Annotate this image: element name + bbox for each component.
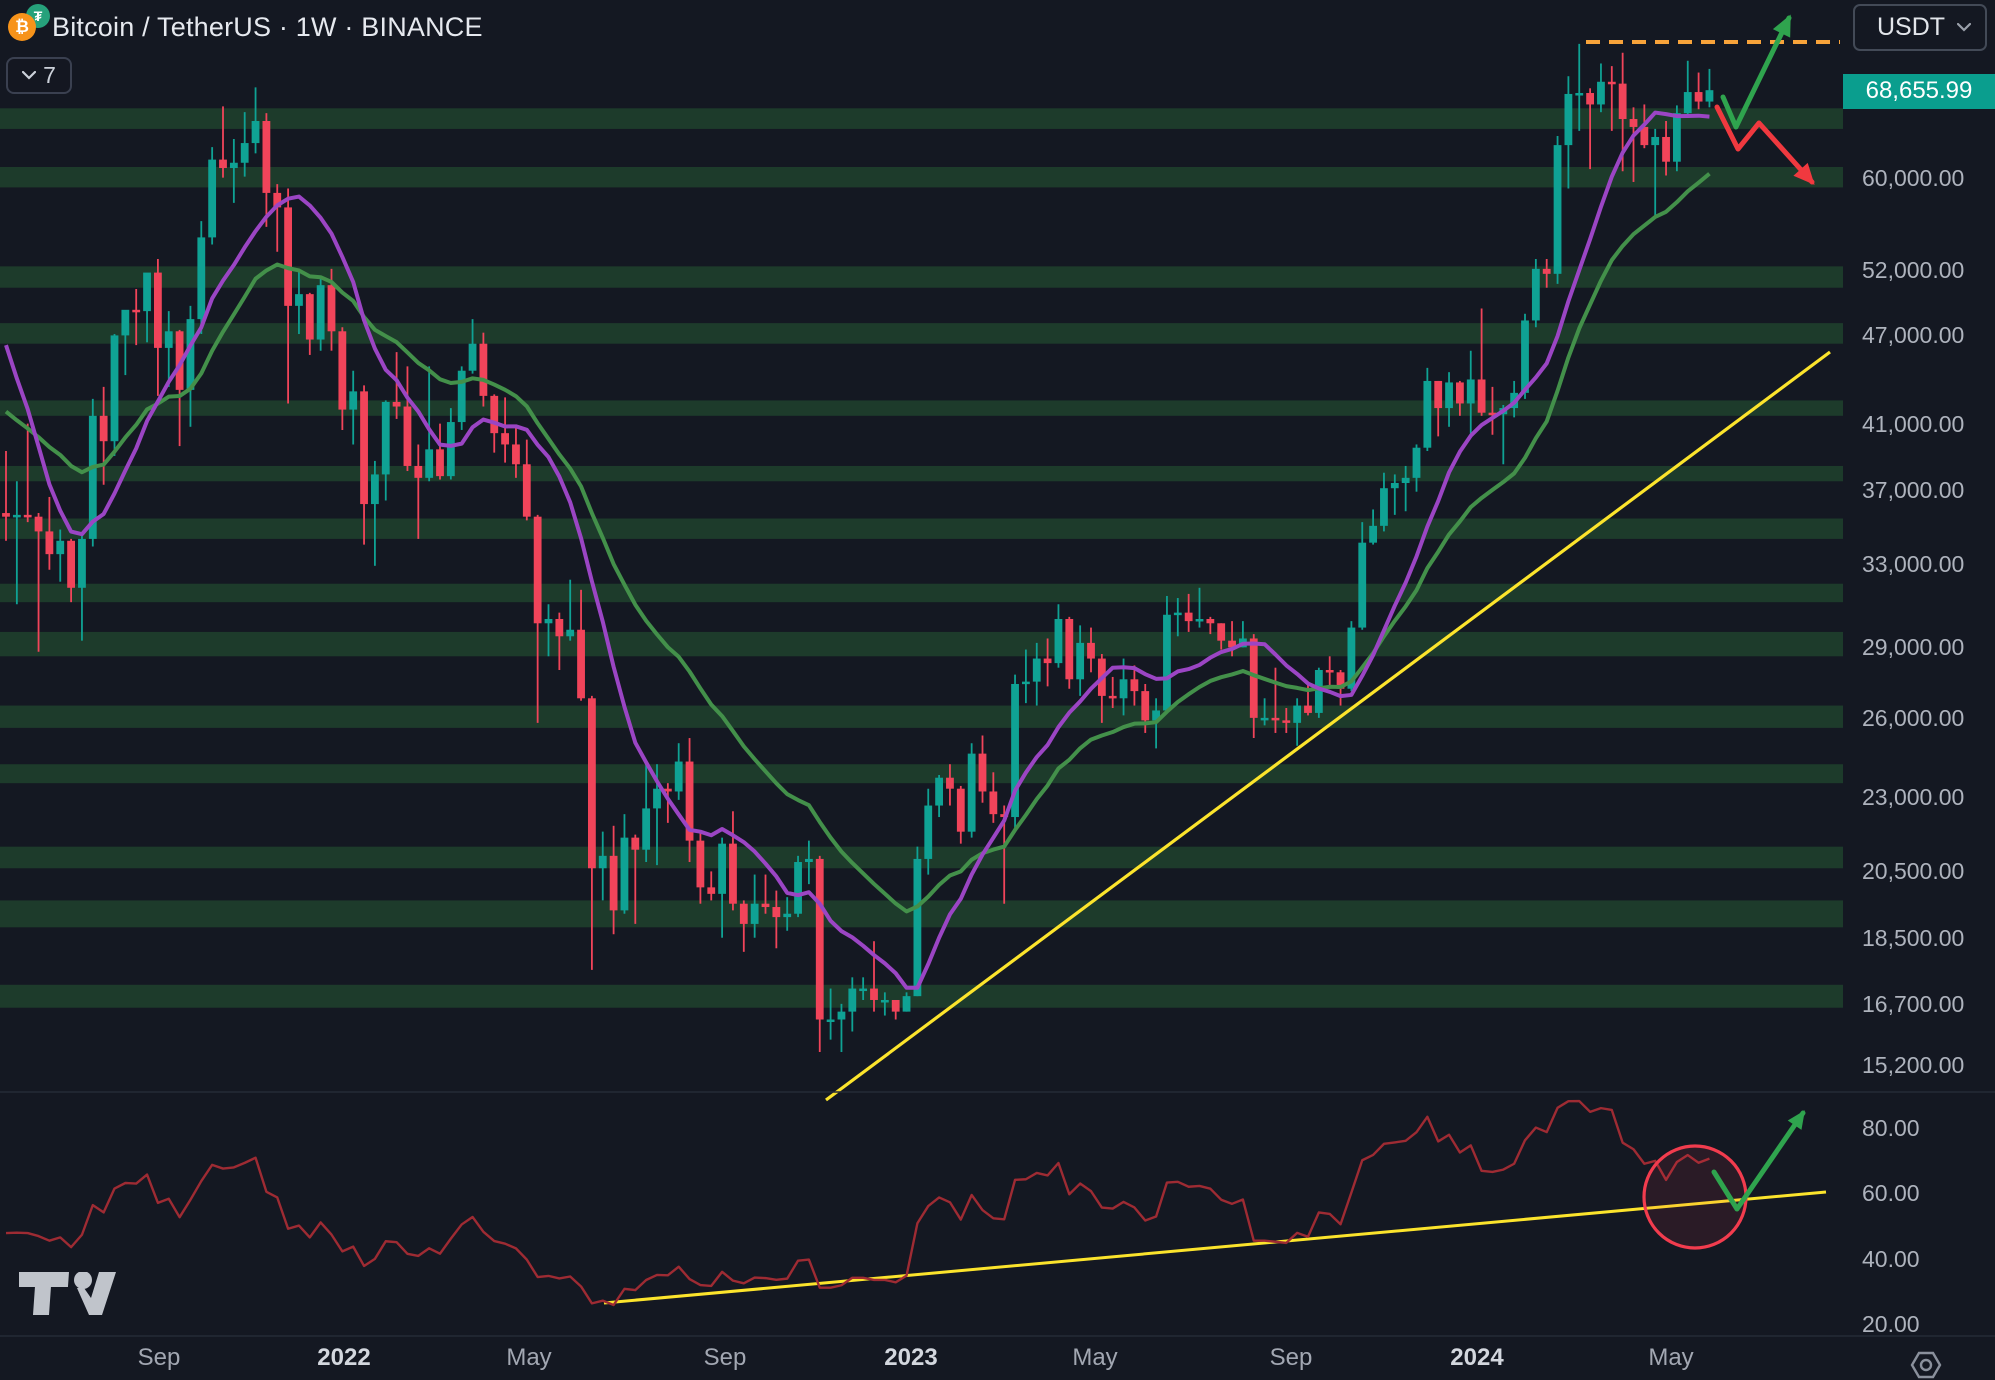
price-tick-label: 60,000.00	[1862, 164, 1965, 191]
price-tick-label: 52,000.00	[1862, 257, 1965, 284]
price-tick-label: 15,200.00	[1862, 1051, 1965, 1078]
rsi-support-trendline[interactable]	[603, 1190, 1827, 1305]
pane-separators	[0, 1091, 1995, 1337]
price-tick-label: 33,000.00	[1862, 550, 1965, 577]
candlestick-series	[2, 43, 1714, 1053]
price-tick-label: 18,500.00	[1862, 924, 1965, 951]
time-tick-label: Sep	[1269, 1344, 1313, 1371]
rsi-tick-label: 60.00	[1862, 1180, 1920, 1207]
chevron-down-icon	[22, 71, 37, 80]
legend-collapse-button[interactable]: 7	[6, 57, 72, 94]
symbol-icon-pair: ₮ ₿	[8, 4, 52, 44]
main-support-trendline[interactable]	[825, 350, 1831, 1102]
rsi-tick-label: 20.00	[1862, 1311, 1920, 1338]
indicator-count-label: 7	[43, 62, 56, 88]
rsi-tick-label: 40.00	[1862, 1245, 1920, 1272]
time-tick-label: 2023	[884, 1344, 938, 1371]
rsi-bounce-arrow[interactable]	[1711, 1110, 1806, 1212]
tradingview-logo[interactable]	[19, 1272, 159, 1320]
currency-label: USDT	[1877, 13, 1946, 41]
symbol-title[interactable]: Bitcoin / TetherUS · 1W · BINANCE	[52, 11, 483, 42]
time-tick-label: Sep	[703, 1344, 747, 1371]
time-tick-label: 2024	[1450, 1344, 1504, 1371]
price-tick-label: 16,700.00	[1862, 990, 1965, 1017]
time-tick-label: May	[1648, 1344, 1694, 1371]
price-tick-label: 37,000.00	[1862, 476, 1965, 503]
settings-gear-icon[interactable]	[1908, 1350, 1944, 1380]
price-tick-label: 29,000.00	[1862, 634, 1965, 661]
price-tick-label: 41,000.00	[1862, 410, 1965, 437]
rejection-arrow[interactable]	[1714, 104, 1815, 185]
ema-21-line	[4, 172, 1711, 914]
currency-selector[interactable]: USDT	[1853, 4, 1987, 51]
time-tick-label: May	[506, 1344, 552, 1371]
price-tick-label: 20,500.00	[1862, 858, 1965, 885]
breakout-arrow[interactable]	[1720, 14, 1792, 130]
bitcoin-icon: ₿	[8, 13, 36, 41]
price-tick-label: 47,000.00	[1862, 322, 1965, 349]
chevron-down-icon	[1957, 23, 1971, 32]
price-tick-label: 26,000.00	[1862, 704, 1965, 731]
time-tick-label: 2022	[317, 1344, 371, 1371]
time-tick-label: May	[1072, 1344, 1118, 1371]
rsi-line	[5, 1099, 1710, 1307]
rsi-tick-label: 80.00	[1862, 1114, 1920, 1141]
price-tick-label: 23,000.00	[1862, 784, 1965, 811]
symbol-header[interactable]: Bitcoin / TetherUS · 1W · BINANCE	[52, 8, 483, 46]
sma-10-line	[4, 110, 1710, 990]
time-tick-label: Sep	[137, 1344, 181, 1371]
last-price-badge: 68,655.99	[1843, 73, 1995, 109]
support-resistance-zones	[0, 108, 1843, 1008]
